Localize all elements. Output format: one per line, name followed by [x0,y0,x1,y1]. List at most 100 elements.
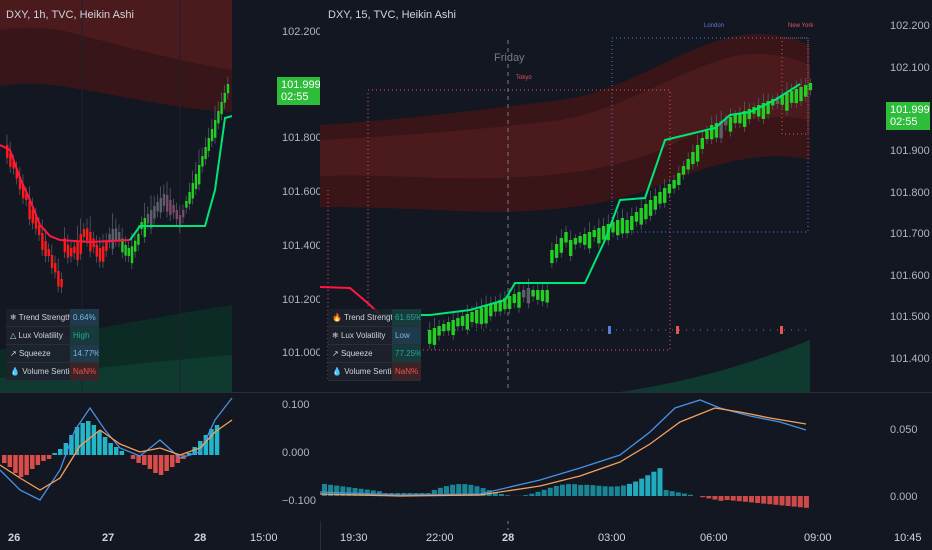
info-name: ❄ Trend Strength [10,313,70,322]
candle-body [57,271,60,287]
candle-body [54,263,57,273]
candle-body [507,296,512,310]
histogram-bar [364,489,370,496]
candle-body [531,290,535,297]
histogram-bar [572,484,578,496]
histogram-bar [192,447,197,455]
candle-body [658,192,662,204]
histogram-bar [749,496,754,503]
histogram-bar [724,496,730,500]
snowflake-icon: ❄ [332,331,339,340]
right-price-axis-label: 101.400 [890,353,930,365]
candle-body [691,152,695,165]
candle-body [114,228,118,241]
candle-body [172,205,175,213]
candle-body [22,185,25,199]
right-info-table: 🔥 Trend Strength 61.65% ❄ Lux Volatility… [328,309,421,381]
candle-body [808,83,813,91]
candle-body [92,238,95,248]
candle-body [569,240,573,257]
candle-body [166,195,169,212]
histogram-bar [153,455,158,473]
histogram-bar [352,488,358,496]
histogram-bar [706,496,712,499]
candle-body [630,216,634,231]
candle-body [226,84,230,94]
histogram-bar [444,486,449,496]
histogram-bar [480,488,486,496]
candle-body [677,173,681,186]
histogram-bar [578,484,584,496]
candle-body [446,322,451,331]
histogram-bar [553,485,559,496]
left-chart-pane[interactable]: DXY, 1h, TVC, Heikin Ashi 102.200 101.99… [0,0,321,550]
histogram-bar [590,485,596,496]
left-time-axis-label: 15:00 [250,532,278,544]
right-chart-pane[interactable]: DXY, 15, TVC, Heikin Ashi Friday Tokyo L… [320,0,932,550]
candle-body [185,201,188,208]
left-last-price-tag: 101.999 02:55 [277,77,320,105]
candle-body [601,226,606,240]
histogram-bar [657,468,663,496]
info-value: 77.25% [392,345,421,362]
candle-body [108,234,111,243]
info-value: 61.65% [392,309,421,326]
bar-countdown: 02:55 [281,91,309,103]
candle-body [162,194,166,206]
candle-body [799,87,803,102]
candle-body [536,290,540,300]
candle-body [31,209,34,224]
candle-body [625,220,629,234]
histogram-bar [596,485,602,496]
candle-body [12,161,15,169]
histogram-bar [46,455,52,459]
candle-body [771,99,775,106]
histogram-bar [30,455,35,469]
candle-body [700,138,704,149]
candle-body [503,298,507,310]
candle-body [775,97,780,104]
info-name: ❄ Lux Volatility [332,331,386,340]
info-name: ↗ Squeeze [332,349,373,358]
histogram-bar [158,455,164,475]
right-chart-canvas[interactable] [320,0,932,550]
candle-body [428,330,432,344]
candle-body [724,119,728,126]
histogram-bar [450,484,456,496]
histogram-bar [58,449,63,455]
candle-body [28,201,31,220]
right-time-axis-label: 03:00 [598,532,626,544]
histogram-bar [651,471,657,496]
candle-body [639,208,643,225]
right-time-axis-label: 09:00 [804,532,832,544]
candle-body [559,238,563,253]
histogram-bar [608,486,614,496]
histogram-bar [505,495,510,496]
info-value: High [70,327,99,344]
candle-body [728,117,733,132]
candle-body [512,294,516,304]
candle-body [479,308,484,325]
candle-body [592,230,596,238]
candle-body [76,241,79,261]
pane-divider[interactable] [0,392,932,393]
candle-body [475,310,479,324]
histogram-bar [437,487,443,496]
candle-body [540,290,545,302]
candle-body [695,145,700,162]
histogram-bar [136,455,141,463]
candle-body [15,169,18,179]
candle-body [465,314,469,330]
info-value: NaN% [392,363,421,380]
info-row-squeeze: ↗ Squeeze 77.25% [328,345,421,363]
candle-body [517,292,521,308]
info-value: 14.77% [70,345,99,362]
histogram-bar [559,484,565,496]
candle-body [493,302,498,312]
candle-body [780,95,784,105]
histogram-bar [712,496,718,500]
candle-body [578,236,582,243]
left-chart-canvas[interactable] [0,0,320,550]
histogram-bar [328,484,334,496]
candle-body [470,312,474,323]
